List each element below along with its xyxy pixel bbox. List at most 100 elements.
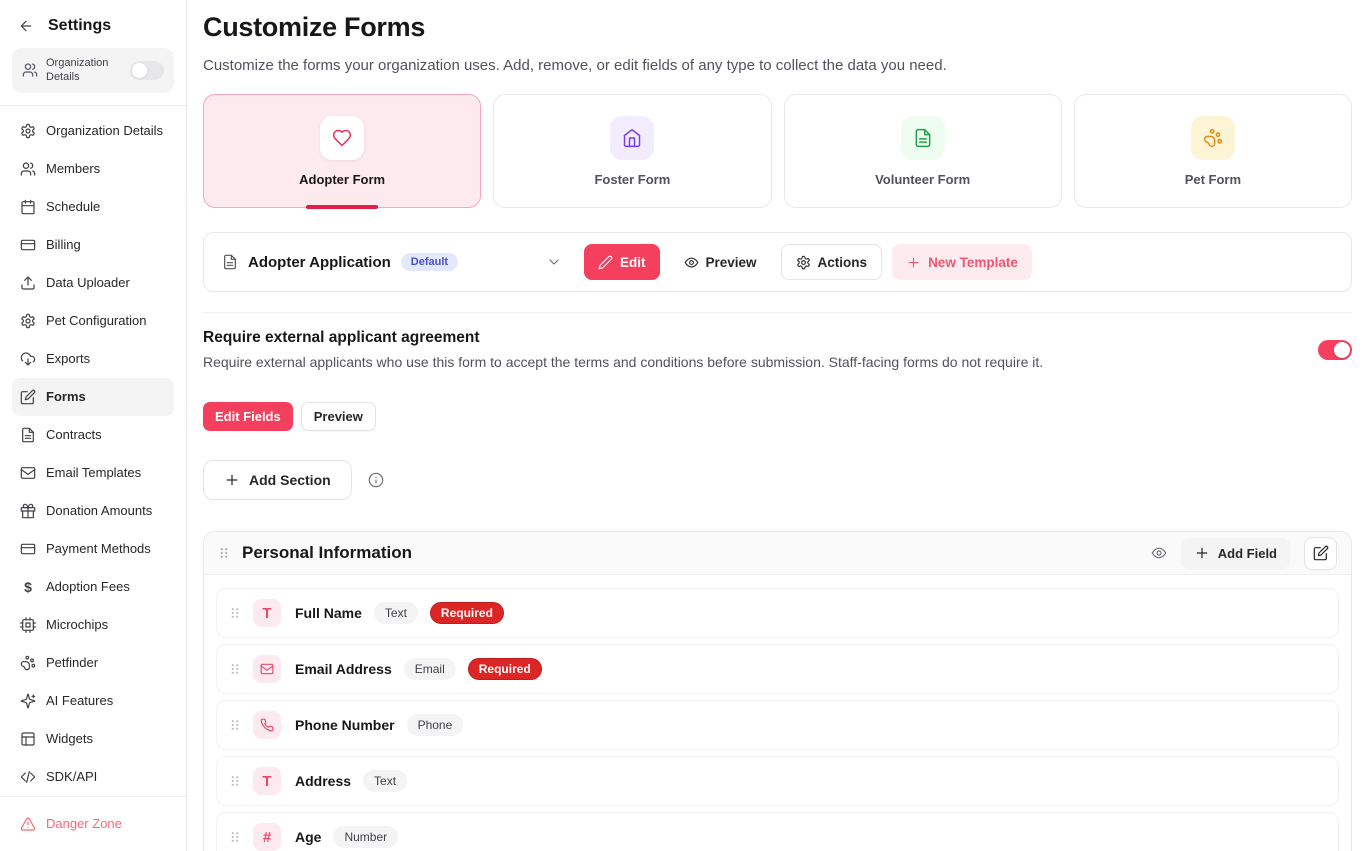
organization-details-card[interactable]: Organization Details	[12, 48, 174, 93]
edit-template-button[interactable]: Edit	[584, 244, 660, 280]
window-icon	[20, 731, 36, 747]
field-row-email-address[interactable]: Email Address Email Required	[216, 644, 1339, 694]
tab-label: Pet Form	[1184, 171, 1242, 187]
info-icon	[368, 472, 384, 488]
drag-handle-icon[interactable]	[229, 662, 241, 676]
sidebar-item-label: Organization Details	[46, 123, 164, 139]
plus-icon	[224, 472, 240, 488]
tab-label: Volunteer Form	[875, 171, 971, 187]
gear-icon	[20, 313, 36, 329]
field-type-badge: Text	[363, 770, 408, 792]
sidebar-item-label: Petfinder	[46, 655, 99, 671]
warning-icon	[20, 816, 36, 832]
field-row-phone-number[interactable]: Phone Number Phone	[216, 700, 1339, 750]
sidebar-item-donation-amounts[interactable]: Donation Amounts	[12, 492, 174, 530]
sidebar-item-sdk-api[interactable]: SDK/API	[12, 758, 174, 796]
sidebar-item-payment-methods[interactable]: Payment Methods	[12, 530, 174, 568]
sidebar-item-label: Widgets	[46, 731, 93, 747]
eye-icon[interactable]	[1151, 545, 1167, 561]
calendar-icon	[20, 199, 36, 215]
tab-foster-form[interactable]: Foster Form	[493, 94, 772, 208]
agreement-toggle[interactable]	[1318, 339, 1352, 360]
org-card-toggle[interactable]	[130, 60, 164, 80]
edit-icon	[20, 389, 36, 405]
actions-label: Actions	[817, 254, 868, 270]
sidebar-item-label: Data Uploader	[46, 275, 130, 291]
document-icon	[222, 254, 238, 270]
section-fields: T Full Name Text Required Email Address …	[204, 575, 1351, 851]
drag-handle-icon[interactable]	[229, 830, 241, 844]
section-personal-information: Personal Information Add Field T Full Na…	[203, 531, 1352, 851]
text-field-icon: T	[253, 767, 281, 795]
template-bar: Adopter Application Default Edit Preview…	[203, 232, 1352, 292]
sidebar-item-adoption-fees[interactable]: $ Adoption Fees	[12, 568, 174, 606]
field-name: Email Address	[295, 661, 392, 677]
field-row-age[interactable]: # Age Number	[216, 812, 1339, 851]
field-name: Age	[295, 829, 322, 845]
drag-handle-icon[interactable]	[229, 718, 241, 732]
page-title: Customize Forms	[203, 12, 426, 42]
tab-adopter-form[interactable]: Adopter Form	[203, 94, 482, 208]
actions-button[interactable]: Actions	[780, 244, 883, 280]
credit-card-icon	[20, 541, 36, 557]
credit-card-icon	[20, 237, 36, 253]
sidebar-item-microchips[interactable]: Microchips	[12, 606, 174, 644]
plus-icon	[1194, 545, 1210, 561]
field-row-full-name[interactable]: T Full Name Text Required	[216, 588, 1339, 638]
add-section-label: Add Section	[249, 472, 331, 488]
default-badge: Default	[400, 253, 459, 271]
sidebar-item-data-uploader[interactable]: Data Uploader	[12, 264, 174, 302]
sidebar-item-label: AI Features	[46, 693, 114, 709]
back-button[interactable]	[16, 16, 36, 36]
document-icon	[900, 115, 945, 160]
customize-forms-page: Customize Forms Customize the forms your…	[187, 0, 1368, 851]
agreement-setting: Require external applicant agreement Req…	[203, 312, 1352, 388]
gear-icon	[20, 123, 36, 139]
code-icon	[20, 769, 36, 785]
field-type-badge: Phone	[406, 714, 464, 736]
preview-mode-button[interactable]: Preview	[300, 402, 376, 431]
sidebar-item-ai-features[interactable]: AI Features	[12, 682, 174, 720]
template-select[interactable]: Adopter Application Default	[222, 253, 562, 271]
sidebar-item-label: Adoption Fees	[46, 579, 130, 595]
preview-template-button[interactable]: Preview	[670, 244, 771, 280]
sidebar-item-members[interactable]: Members	[12, 150, 174, 188]
sidebar-item-label: Exports	[46, 351, 91, 367]
sidebar-item-exports[interactable]: Exports	[12, 340, 174, 378]
sidebar-item-billing[interactable]: Billing	[12, 226, 174, 264]
gear-icon	[796, 255, 811, 270]
drag-handle-icon[interactable]	[229, 606, 241, 620]
sidebar-item-forms[interactable]: Forms	[12, 377, 174, 416]
new-template-label: New Template	[928, 254, 1018, 270]
add-section-button[interactable]: Add Section	[203, 460, 352, 500]
required-badge: Required	[467, 658, 542, 680]
field-row-address[interactable]: T Address Text	[216, 756, 1339, 806]
drag-handle-icon[interactable]	[218, 546, 230, 560]
new-template-button[interactable]: New Template	[892, 244, 1032, 280]
sidebar-item-email-templates[interactable]: Email Templates	[12, 454, 174, 492]
org-card-label: Organization Details	[46, 57, 109, 84]
sidebar-item-organization-details[interactable]: Organization Details	[12, 112, 174, 150]
drag-handle-icon[interactable]	[229, 774, 241, 788]
chip-icon	[20, 617, 36, 633]
add-field-button[interactable]: Add Field	[1180, 537, 1290, 569]
tab-volunteer-form[interactable]: Volunteer Form	[783, 94, 1062, 208]
mode-buttons: Edit Fields Preview	[203, 402, 1352, 431]
edit-fields-button[interactable]: Edit Fields	[203, 402, 293, 431]
sidebar-item-danger-zone[interactable]: Danger Zone	[12, 805, 174, 843]
sidebar-item-schedule[interactable]: Schedule	[12, 188, 174, 226]
number-field-icon: #	[253, 823, 281, 851]
dollar-icon: $	[24, 578, 32, 595]
sidebar-item-widgets[interactable]: Widgets	[12, 720, 174, 758]
tab-pet-form[interactable]: Pet Form	[1073, 94, 1352, 208]
sidebar-item-label: Email Templates	[46, 465, 142, 481]
document-icon	[20, 427, 36, 443]
sidebar-item-petfinder[interactable]: Petfinder	[12, 644, 174, 682]
paw-icon	[1190, 115, 1235, 160]
sidebar-item-pet-configuration[interactable]: Pet Configuration	[12, 302, 174, 340]
sidebar-item-label: Members	[46, 161, 101, 177]
sidebar-title: Settings	[48, 17, 112, 34]
edit-section-button[interactable]	[1304, 536, 1337, 570]
sidebar-item-label: Payment Methods	[46, 541, 151, 557]
sidebar-item-contracts[interactable]: Contracts	[12, 416, 174, 454]
